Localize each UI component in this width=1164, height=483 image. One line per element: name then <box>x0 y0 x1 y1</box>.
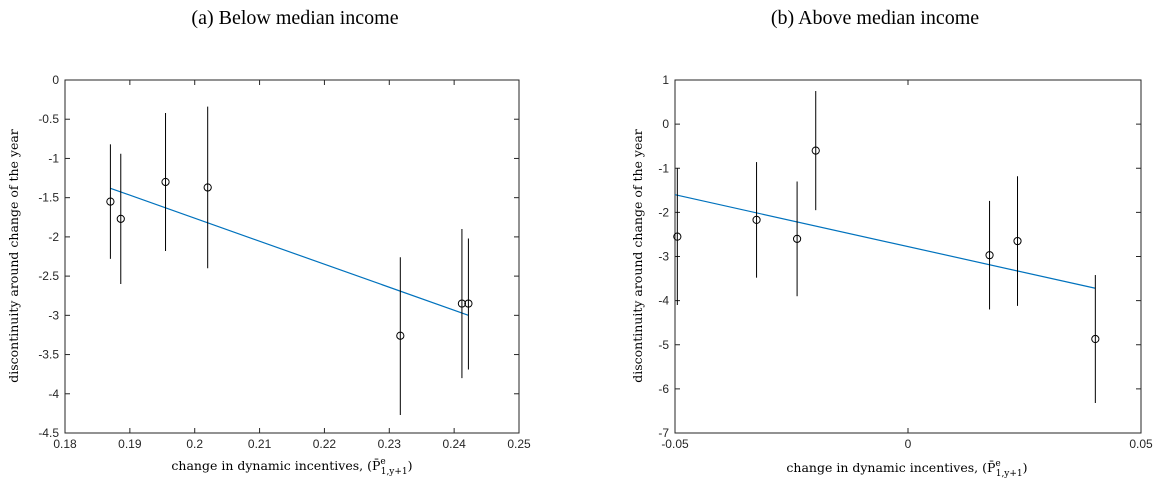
panel-a-data-point <box>106 197 115 206</box>
panel-b-axes-box <box>674 79 1142 434</box>
panel-a-xtick-label: 0.21 <box>248 437 272 451</box>
panel-b-data-point <box>985 251 994 260</box>
panel-b-ylabel: discontinuity around change of the year <box>630 129 645 383</box>
panel-a-ytick-label: -0.5 <box>38 112 59 126</box>
panel-a-xlabel-sub: 1,y+1 <box>381 467 408 477</box>
panel-b-xlabel: change in dynamic incentives, (P̄e 1,y+1) <box>786 459 1027 479</box>
panel-a-axes-box <box>64 79 520 434</box>
panel-b-fit-line <box>674 194 1096 289</box>
panel-a-xtick-label: 0.23 <box>378 437 402 451</box>
panel-a-ytick-label: -2.5 <box>38 269 59 283</box>
panel-a-ytick-label: -2 <box>48 230 59 244</box>
panel-b-xlabel-main: change in dynamic incentives, (P̄ <box>786 460 995 475</box>
panel-a-data-point <box>457 299 467 308</box>
panel-a-title: (a) Below median income <box>191 7 398 29</box>
panel-a: (a) Below median income 0.18 0.19 0.2 0.21 0… <box>6 7 531 477</box>
panel-b-data-point <box>752 215 761 224</box>
panel-a-ytick-label: -1.5 <box>38 191 59 205</box>
panel-b-data-point <box>1013 236 1022 246</box>
panel-b-ytick-label: -1 <box>658 161 669 175</box>
panel-b-ytick-label: -4 <box>658 294 669 308</box>
panel-a-data-point <box>203 183 212 192</box>
panel-a-ytick-label: -3 <box>48 308 59 322</box>
panel-a-data-point <box>396 331 405 340</box>
panel-a-xlabel-main: change in dynamic incentives, (P̄ <box>171 458 380 473</box>
panel-b-xlabel-close: ) <box>1023 460 1028 475</box>
panel-b-marks <box>673 91 1100 403</box>
panel-b-xtick-label: -0.05 <box>661 437 689 451</box>
panel-a-fit-line <box>110 187 469 316</box>
panel-b-data-point <box>1091 334 1100 344</box>
panel-a-xtick-label: 0.22 <box>313 437 337 451</box>
panel-a-marks <box>106 106 473 415</box>
panel-a-data-point <box>464 299 473 308</box>
panel-b-xlabel-sub: 1,y+1 <box>996 469 1023 479</box>
panel-b-title: (b) Above median income <box>771 7 979 29</box>
panel-b: (b) Above median income -0.05 0 0.05 -7 -6 -5… <box>630 7 1153 479</box>
panel-b-ytick-label: -3 <box>658 250 669 264</box>
panel-a-ytick-label: -4 <box>48 387 59 401</box>
panel-a-ytick-label: -3.5 <box>38 348 59 362</box>
panel-a-xtick-label: 0.19 <box>118 437 142 451</box>
panel-a-ylabel: discontinuity around change of the year <box>6 129 21 383</box>
panel-b-ytick-label: -6 <box>658 382 669 396</box>
panel-a-xtick-label: 0.18 <box>53 437 77 451</box>
panel-b-xlabel-sup: e <box>995 459 1000 469</box>
panel-b-ytick-label: 0 <box>662 117 669 131</box>
panel-b-data-point <box>673 232 682 241</box>
panel-a-xtick-label: 0.24 <box>442 437 466 451</box>
panel-a-ticks: 0.18 0.19 0.2 0.21 0.22 0.23 0.24 0.25 -4.5 -4 -3.… <box>38 73 531 451</box>
panel-a-xlabel-close: ) <box>408 458 413 473</box>
panel-a-ytick-label: 0 <box>52 73 59 87</box>
panel-b-data-point <box>811 146 820 155</box>
panel-a-ytick-label: -1 <box>48 151 59 165</box>
panel-a-data-point <box>161 177 170 187</box>
panel-a-ytick-label: -4.5 <box>38 426 59 440</box>
panel-b-ytick-label: 1 <box>662 73 669 87</box>
panel-b-ytick-label: -5 <box>658 338 669 352</box>
panel-a-xlabel: change in dynamic incentives, (P̄e 1,y+1) <box>171 457 412 477</box>
panel-b-xtick-label: 0.05 <box>1129 437 1153 451</box>
panel-a-xtick-label: 0.2 <box>186 437 203 451</box>
panel-a-xtick-label: 0.25 <box>507 437 531 451</box>
panel-b-xtick-label: 0 <box>905 437 912 451</box>
panel-b-ytick-label: -2 <box>658 205 669 219</box>
panel-b-ticks: -0.05 0 0.05 -7 -6 -5 -4 -3 -2 -1 0 1 <box>658 73 1153 451</box>
panel-a-data-point <box>116 214 125 223</box>
panel-b-ytick-label: -7 <box>658 426 669 440</box>
panel-a-xlabel-sup: e <box>380 457 385 467</box>
panel-b-data-point <box>792 234 802 243</box>
